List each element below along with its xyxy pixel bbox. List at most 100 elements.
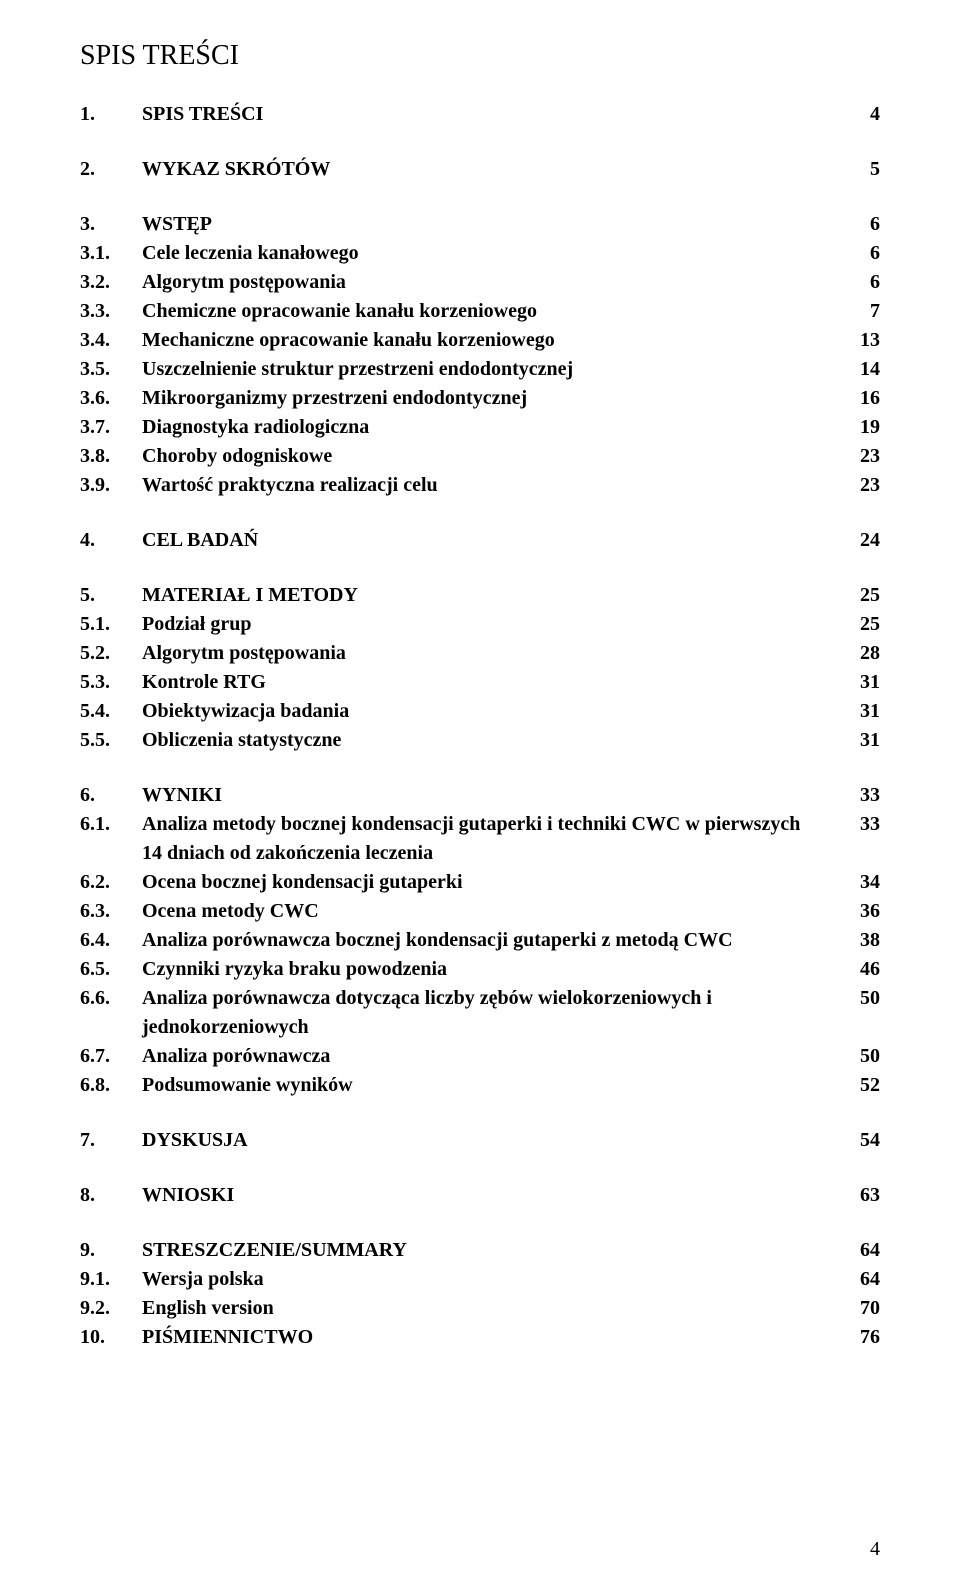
- toc-row-left: 6.6.Analiza porównawcza dotycząca liczby…: [80, 984, 840, 1042]
- toc-row: 6.2.Ocena bocznej kondensacji gutaperki3…: [80, 868, 880, 897]
- toc-row: 3.4.Mechaniczne opracowanie kanału korze…: [80, 326, 880, 355]
- toc-entry-label: Algorytm postępowania: [142, 268, 840, 297]
- toc-row: 7.DYSKUSJA54: [80, 1126, 880, 1155]
- toc-entry-page: 23: [840, 471, 880, 500]
- toc-entry-page: 76: [840, 1323, 880, 1352]
- toc-entry-page: 54: [840, 1126, 880, 1155]
- toc-entry-number: 6.6.: [80, 984, 142, 1042]
- toc-entry-label: DYSKUSJA: [142, 1126, 840, 1155]
- toc-row: 10.PIŚMIENNICTWO76: [80, 1323, 880, 1352]
- toc-row: 5.MATERIAŁ I METODY25: [80, 581, 880, 610]
- section-gap: [80, 1155, 880, 1181]
- toc-row: 2.WYKAZ SKRÓTÓW5: [80, 155, 880, 184]
- toc-entry-label: Kontrole RTG: [142, 668, 840, 697]
- toc-entry-number: 6.1.: [80, 810, 142, 868]
- toc-row: 6.4.Analiza porównawcza bocznej kondensa…: [80, 926, 880, 955]
- toc-entry-page: 64: [840, 1265, 880, 1294]
- toc-entry-label: CEL BADAŃ: [142, 526, 840, 555]
- toc-row-left: 6.5.Czynniki ryzyka braku powodzenia: [80, 955, 840, 984]
- toc-row: 6.8.Podsumowanie wyników52: [80, 1071, 880, 1100]
- toc-row-left: 5.MATERIAŁ I METODY: [80, 581, 840, 610]
- toc-entry-number: 3.9.: [80, 471, 142, 500]
- toc-entry-page: 6: [840, 268, 880, 297]
- toc-row-left: 3.7.Diagnostyka radiologiczna: [80, 413, 840, 442]
- toc-row-left: 3.6.Mikroorganizmy przestrzeni endodonty…: [80, 384, 840, 413]
- toc-row-left: 3.1.Cele leczenia kanałowego: [80, 239, 840, 268]
- toc-entry-number: 6.7.: [80, 1042, 142, 1071]
- toc-row-left: 3.4.Mechaniczne opracowanie kanału korze…: [80, 326, 840, 355]
- toc-row-left: 6.1.Analiza metody bocznej kondensacji g…: [80, 810, 840, 868]
- toc-entry-label: SPIS TREŚCI: [142, 100, 840, 129]
- section-gap: [80, 500, 880, 526]
- toc-row-left: 9.STRESZCZENIE/SUMMARY: [80, 1236, 840, 1265]
- toc-row-left: 6.8.Podsumowanie wyników: [80, 1071, 840, 1100]
- toc-entry-label: Wartość praktyczna realizacji celu: [142, 471, 840, 500]
- toc-row: 5.2.Algorytm postępowania28: [80, 639, 880, 668]
- toc-entry-label: Podział grup: [142, 610, 840, 639]
- toc-entry-number: 6.2.: [80, 868, 142, 897]
- toc-entry-label: WYNIKI: [142, 781, 840, 810]
- document-title: SPIS TREŚCI: [80, 40, 880, 72]
- section-gap: [80, 184, 880, 210]
- toc-entry-page: 33: [840, 781, 880, 810]
- toc-row: 3.5.Uszczelnienie struktur przestrzeni e…: [80, 355, 880, 384]
- toc-entry-label: Uszczelnienie struktur przestrzeni endod…: [142, 355, 840, 384]
- toc-entry-label: Wersja polska: [142, 1265, 840, 1294]
- toc-row-left: 3.2.Algorytm postępowania: [80, 268, 840, 297]
- toc-entry-number: 6.5.: [80, 955, 142, 984]
- toc-entry-label: WNIOSKI: [142, 1181, 840, 1210]
- toc-entry-page: 70: [840, 1294, 880, 1323]
- toc-row-left: 9.2.English version: [80, 1294, 840, 1323]
- toc-entry-label: Analiza porównawcza bocznej kondensacji …: [142, 926, 840, 955]
- toc-entry-number: 4.: [80, 526, 142, 555]
- toc-row: 9.2.English version70: [80, 1294, 880, 1323]
- toc-entry-page: 24: [840, 526, 880, 555]
- toc-row-left: 3.8.Choroby odogniskowe: [80, 442, 840, 471]
- toc-entry-page: 5: [840, 155, 880, 184]
- toc-row-left: 9.1.Wersja polska: [80, 1265, 840, 1294]
- toc-row-left: 3.3.Chemiczne opracowanie kanału korzeni…: [80, 297, 840, 326]
- toc-entry-page: 63: [840, 1181, 880, 1210]
- toc-entry-page: 28: [840, 639, 880, 668]
- toc-row-left: 8.WNIOSKI: [80, 1181, 840, 1210]
- toc-row-left: 2.WYKAZ SKRÓTÓW: [80, 155, 840, 184]
- toc-entry-label: Ocena bocznej kondensacji gutaperki: [142, 868, 840, 897]
- toc-entry-page: 7: [840, 297, 880, 326]
- toc-row-left: 6.4.Analiza porównawcza bocznej kondensa…: [80, 926, 840, 955]
- toc-entry-number: 3.7.: [80, 413, 142, 442]
- toc-entry-number: 5.4.: [80, 697, 142, 726]
- toc-entry-label: Chemiczne opracowanie kanału korzenioweg…: [142, 297, 840, 326]
- toc-row: 3.1.Cele leczenia kanałowego6: [80, 239, 880, 268]
- toc-entry-page: 4: [840, 100, 880, 129]
- toc-entry-page: 16: [840, 384, 880, 413]
- toc-entry-number: 9.1.: [80, 1265, 142, 1294]
- toc-row: 6.6.Analiza porównawcza dotycząca liczby…: [80, 984, 880, 1042]
- toc-row-left: 10.PIŚMIENNICTWO: [80, 1323, 840, 1352]
- toc-row-left: 7.DYSKUSJA: [80, 1126, 840, 1155]
- toc-entry-number: 5.2.: [80, 639, 142, 668]
- toc-row-left: 6.3.Ocena metody CWC: [80, 897, 840, 926]
- toc-row-left: 6.2.Ocena bocznej kondensacji gutaperki: [80, 868, 840, 897]
- toc-entry-label: WSTĘP: [142, 210, 840, 239]
- toc-entry-label: Ocena metody CWC: [142, 897, 840, 926]
- toc-entry-number: 5.: [80, 581, 142, 610]
- toc-entry-label: Mikroorganizmy przestrzeni endodontyczne…: [142, 384, 840, 413]
- toc-row-left: 3.5.Uszczelnienie struktur przestrzeni e…: [80, 355, 840, 384]
- toc-entry-number: 3.: [80, 210, 142, 239]
- section-gap: [80, 1210, 880, 1236]
- section-gap: [80, 129, 880, 155]
- toc-entry-page: 38: [840, 926, 880, 955]
- toc-entry-label: Obiektywizacja badania: [142, 697, 840, 726]
- toc-entry-label: Analiza porównawcza dotycząca liczby zęb…: [142, 984, 840, 1042]
- toc-entry-page: 31: [840, 668, 880, 697]
- toc-entry-number: 3.8.: [80, 442, 142, 471]
- toc-row-left: 5.1.Podział grup: [80, 610, 840, 639]
- toc-entry-label: Mechaniczne opracowanie kanału korzeniow…: [142, 326, 840, 355]
- toc-row: 5.1.Podział grup25: [80, 610, 880, 639]
- toc-entry-number: 6.8.: [80, 1071, 142, 1100]
- toc-entry-label: Analiza metody bocznej kondensacji gutap…: [142, 810, 840, 868]
- toc-row: 6.1.Analiza metody bocznej kondensacji g…: [80, 810, 880, 868]
- section-gap: [80, 755, 880, 781]
- toc-row: 3.8.Choroby odogniskowe23: [80, 442, 880, 471]
- section-gap: [80, 555, 880, 581]
